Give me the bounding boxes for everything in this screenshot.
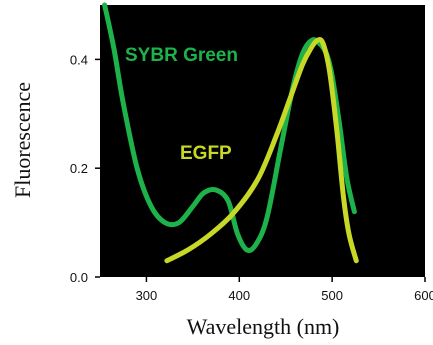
x-tick-label: 500 — [321, 288, 343, 303]
y-tick-label: 0.4 — [70, 52, 88, 67]
series-line-egfp — [164, 37, 359, 264]
x-axis-title: Wavelength (nm) — [187, 314, 340, 339]
x-tick-label: 300 — [136, 288, 158, 303]
y-tick-label: 0.0 — [70, 270, 88, 285]
y-tick-label: 0.2 — [70, 161, 88, 176]
y-axis-ticks: 0.0 0.2 0.4 — [70, 52, 100, 285]
x-tick-label: 600 — [414, 288, 433, 303]
annotation-egfp: EGFP — [180, 143, 232, 164]
x-tick-label: 400 — [228, 288, 250, 303]
x-axis-ticks: 300 400 500 600 — [136, 277, 433, 303]
y-axis-title: Fluorescence — [10, 82, 35, 198]
annotation-sybr-green: SYBR Green — [125, 45, 238, 66]
series-layer — [102, 2, 359, 264]
